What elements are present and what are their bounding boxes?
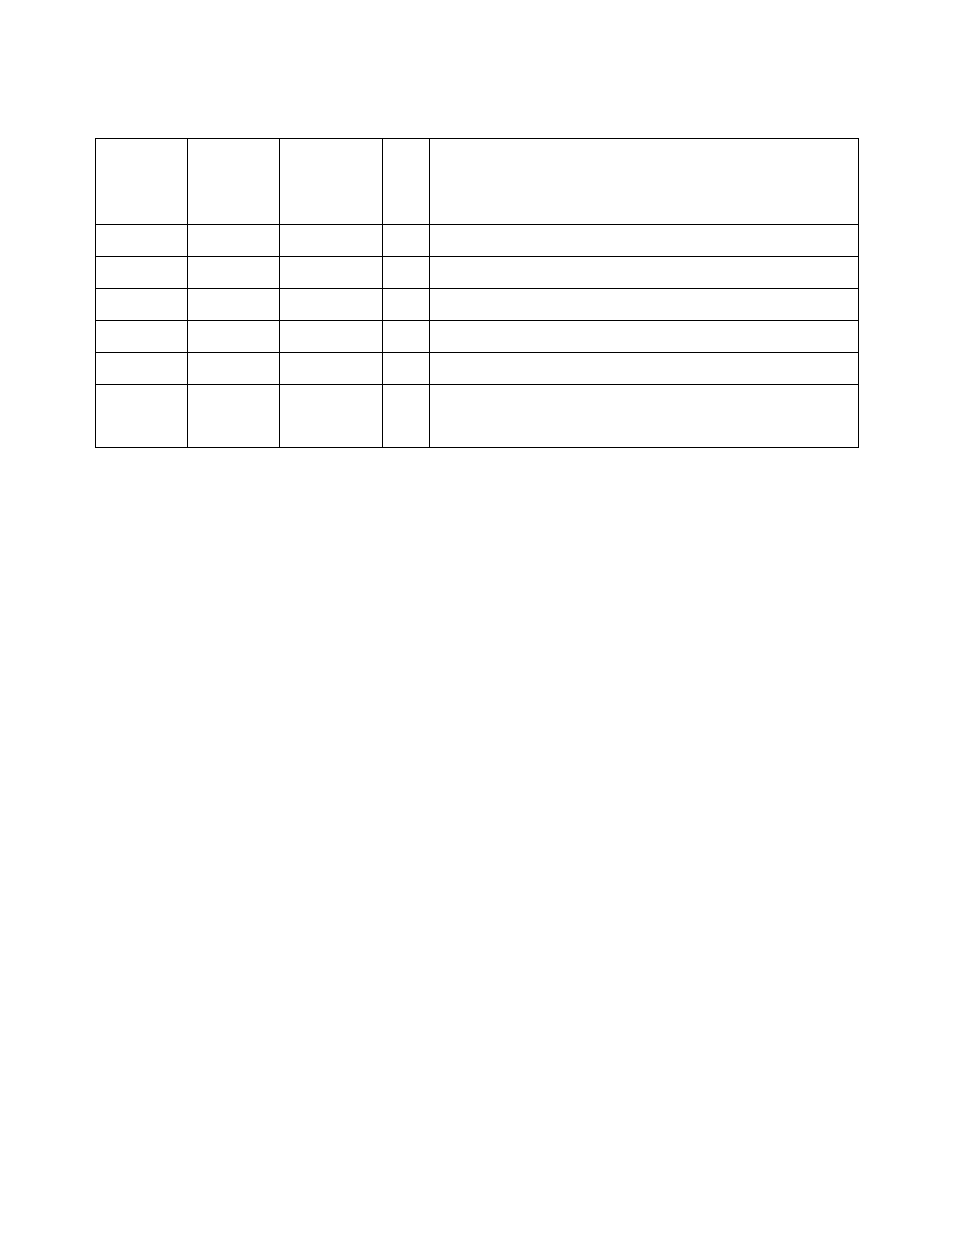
table-row bbox=[96, 321, 859, 353]
table-cell bbox=[96, 139, 188, 225]
table-cell bbox=[279, 289, 382, 321]
table-cell bbox=[279, 139, 382, 225]
table-cell bbox=[429, 289, 858, 321]
data-table bbox=[95, 138, 859, 448]
table-cell bbox=[382, 257, 429, 289]
table-cell bbox=[382, 385, 429, 448]
table-cell bbox=[279, 353, 382, 385]
table-cell bbox=[187, 385, 279, 448]
table-row bbox=[96, 225, 859, 257]
table-row bbox=[96, 257, 859, 289]
table-cell bbox=[429, 139, 858, 225]
table-cell bbox=[279, 257, 382, 289]
table-cell bbox=[279, 225, 382, 257]
table-cell bbox=[382, 289, 429, 321]
table-cell bbox=[382, 321, 429, 353]
table-cell bbox=[429, 385, 858, 448]
table-cell bbox=[96, 257, 188, 289]
table-cell bbox=[279, 385, 382, 448]
table-cell bbox=[187, 225, 279, 257]
table-cell bbox=[187, 289, 279, 321]
table-cell bbox=[96, 321, 188, 353]
table-cell bbox=[187, 321, 279, 353]
table-cell bbox=[429, 225, 858, 257]
table-cell bbox=[382, 353, 429, 385]
table-cell bbox=[429, 321, 858, 353]
table-cell bbox=[187, 257, 279, 289]
table-cell bbox=[279, 321, 382, 353]
table-cell bbox=[382, 139, 429, 225]
table-cell bbox=[187, 353, 279, 385]
table-cell bbox=[96, 385, 188, 448]
blank-table bbox=[95, 138, 859, 448]
table-cell bbox=[187, 139, 279, 225]
table-row bbox=[96, 289, 859, 321]
table-cell bbox=[96, 225, 188, 257]
table-cell bbox=[96, 353, 188, 385]
table-row bbox=[96, 139, 859, 225]
table-cell bbox=[96, 289, 188, 321]
table-row bbox=[96, 353, 859, 385]
table-cell bbox=[429, 353, 858, 385]
table-row bbox=[96, 385, 859, 448]
table-cell bbox=[429, 257, 858, 289]
table-cell bbox=[382, 225, 429, 257]
